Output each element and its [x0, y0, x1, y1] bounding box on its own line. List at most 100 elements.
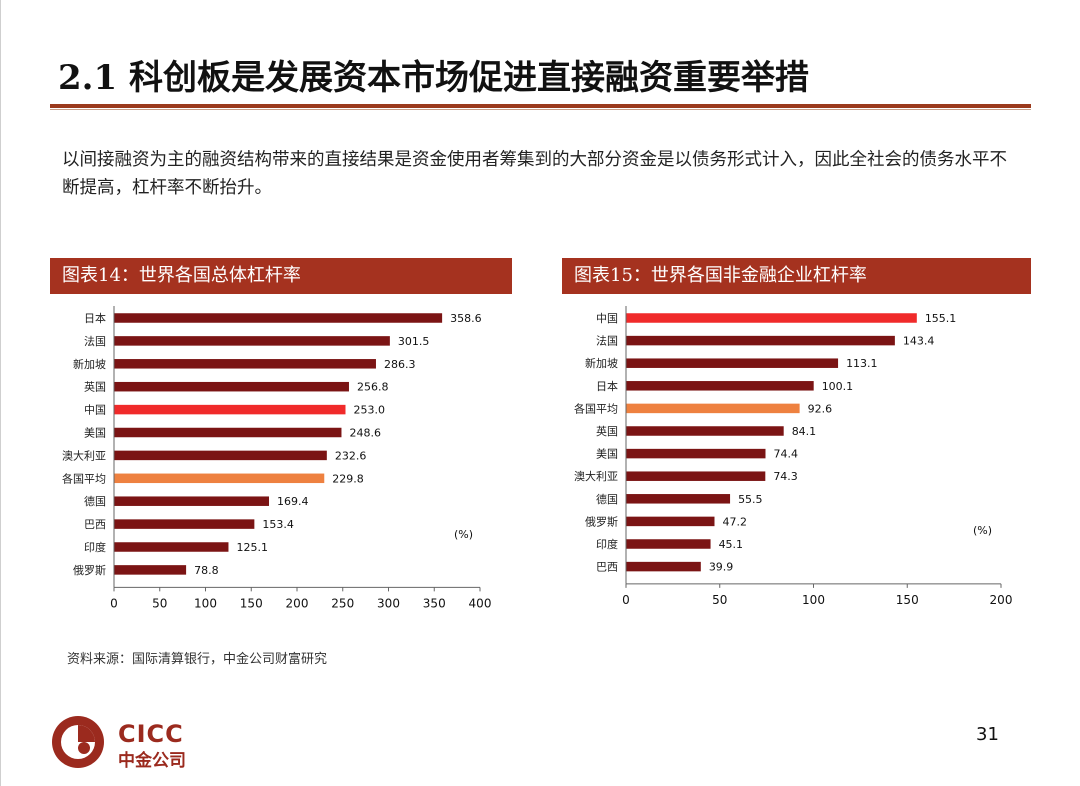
x-tick-label: 50: [152, 596, 167, 610]
chart-title: 图表14：世界各国总体杠杆率: [50, 258, 512, 294]
chart-corporate-leverage-plot: 中国 155.1 法国 143.4 新加坡 113.1 日本 100.1 各国平均 92.6 英国 8…: [574, 306, 1013, 607]
data-label: 253.0: [353, 404, 385, 417]
bar: [626, 494, 731, 504]
data-label: 100.1: [822, 380, 854, 393]
bar: [626, 539, 711, 549]
x-tick-label: 150: [896, 593, 919, 607]
page-number: 31: [976, 724, 999, 745]
logo-text-en: CICC: [118, 720, 184, 748]
bar: [114, 565, 187, 575]
data-label: 45.1: [719, 538, 744, 551]
data-label: 155.1: [925, 312, 957, 325]
category-label: 新加坡: [585, 356, 618, 370]
slide-left-border: [0, 0, 1, 786]
data-label: 232.6: [335, 449, 367, 462]
data-label: 143.4: [903, 335, 935, 348]
data-label: 256.8: [357, 381, 389, 394]
data-label: 153.4: [262, 518, 294, 531]
bar: [626, 561, 701, 572]
x-tick-label: 0: [622, 593, 630, 607]
bar: [114, 542, 229, 552]
bar: [114, 313, 443, 323]
category-label: 新加坡: [73, 357, 106, 371]
cicc-logo: CICC 中金公司: [50, 712, 200, 772]
category-label: 美国: [596, 448, 618, 461]
unit-label: (%): [454, 528, 473, 541]
category-label: 德国: [84, 494, 106, 508]
category-label: 德国: [596, 492, 618, 506]
bar: [114, 404, 346, 415]
data-label: 92.6: [808, 402, 833, 415]
x-tick-label: 0: [110, 596, 118, 610]
category-label: 美国: [84, 427, 106, 440]
data-label: 47.2: [723, 515, 748, 528]
bar: [626, 381, 814, 391]
category-label: 日本: [84, 311, 106, 325]
data-label: 78.8: [194, 564, 219, 577]
chart-total-leverage-plot: 日本 358.6 法国 301.5 新加坡 286.3 英国 256.8 中国 253.0 美国 24…: [62, 306, 492, 610]
data-label: 39.9: [709, 561, 734, 574]
data-label: 358.6: [450, 312, 482, 325]
title-underline-thin: [50, 109, 1031, 110]
bar: [114, 519, 255, 529]
bar: [114, 427, 342, 438]
bar: [114, 359, 376, 369]
bar: [626, 358, 839, 368]
category-label: 中国: [84, 404, 106, 417]
category-label: 法国: [596, 334, 618, 348]
bar: [626, 516, 715, 527]
x-tick-label: 100: [194, 596, 217, 610]
x-tick-label: 250: [331, 596, 354, 610]
data-label: 84.1: [792, 425, 817, 438]
logo-text-cn: 中金公司: [118, 751, 186, 771]
intro-paragraph: 以间接融资为主的融资结构带来的直接结果是资金使用者筹集到的大部分资金是以债务形式…: [62, 150, 1007, 198]
category-label: 巴西: [596, 561, 618, 574]
bar: [626, 403, 800, 414]
data-label: 74.3: [773, 470, 798, 483]
category-label: 各国平均: [62, 471, 106, 485]
category-label: 俄罗斯: [585, 515, 618, 528]
data-label: 286.3: [384, 358, 416, 371]
x-tick-label: 50: [712, 593, 727, 607]
slide-title: 2.1 科创板是发展资本市场促进直接融资重要举措: [58, 58, 809, 98]
cicc-logo-icon: [52, 716, 104, 768]
data-label: 55.5: [738, 493, 763, 506]
title-underline: [50, 104, 1031, 108]
x-tick-label: 350: [423, 596, 446, 610]
category-label: 澳大利亚: [574, 469, 618, 483]
bar: [114, 381, 349, 392]
bar: [114, 496, 270, 506]
category-label: 英国: [84, 380, 106, 394]
bar: [626, 335, 895, 346]
x-tick-label: 150: [240, 596, 263, 610]
category-label: 巴西: [84, 518, 106, 531]
x-tick-label: 200: [990, 593, 1013, 607]
category-label: 印度: [596, 537, 618, 551]
unit-label: (%): [973, 524, 992, 537]
x-tick-label: 100: [802, 593, 825, 607]
data-label: 125.1: [236, 541, 267, 554]
bar: [626, 448, 766, 459]
bar: [114, 450, 327, 461]
bar: [114, 473, 325, 484]
source-note: 资料来源：国际清算银行，中金公司财富研究: [67, 652, 328, 667]
category-label: 中国: [596, 312, 618, 325]
bar: [626, 313, 917, 323]
data-label: 113.1: [846, 357, 878, 370]
bar: [626, 471, 766, 481]
category-label: 法国: [84, 334, 106, 348]
category-label: 英国: [596, 424, 618, 438]
category-label: 澳大利亚: [62, 448, 106, 462]
category-label: 各国平均: [574, 401, 618, 415]
chart-title: 图表15：世界各国非金融企业杠杆率: [562, 258, 1031, 294]
data-label: 301.5: [398, 335, 430, 348]
data-label: 248.6: [349, 427, 381, 440]
x-tick-label: 300: [377, 596, 400, 610]
data-label: 169.4: [277, 495, 309, 508]
category-label: 印度: [84, 540, 106, 554]
data-label: 229.8: [332, 472, 364, 485]
bar: [626, 426, 784, 436]
x-tick-label: 400: [469, 596, 492, 610]
chart-corporate-leverage: 图表15：世界各国非金融企业杠杆率 中国 155.1 法国 143.4 新加坡 113.1…: [562, 258, 1031, 620]
chart-total-leverage: 图表14：世界各国总体杠杆率 日本 358.6 法国 301.5 新加坡 286.3 英国 2…: [50, 258, 512, 620]
